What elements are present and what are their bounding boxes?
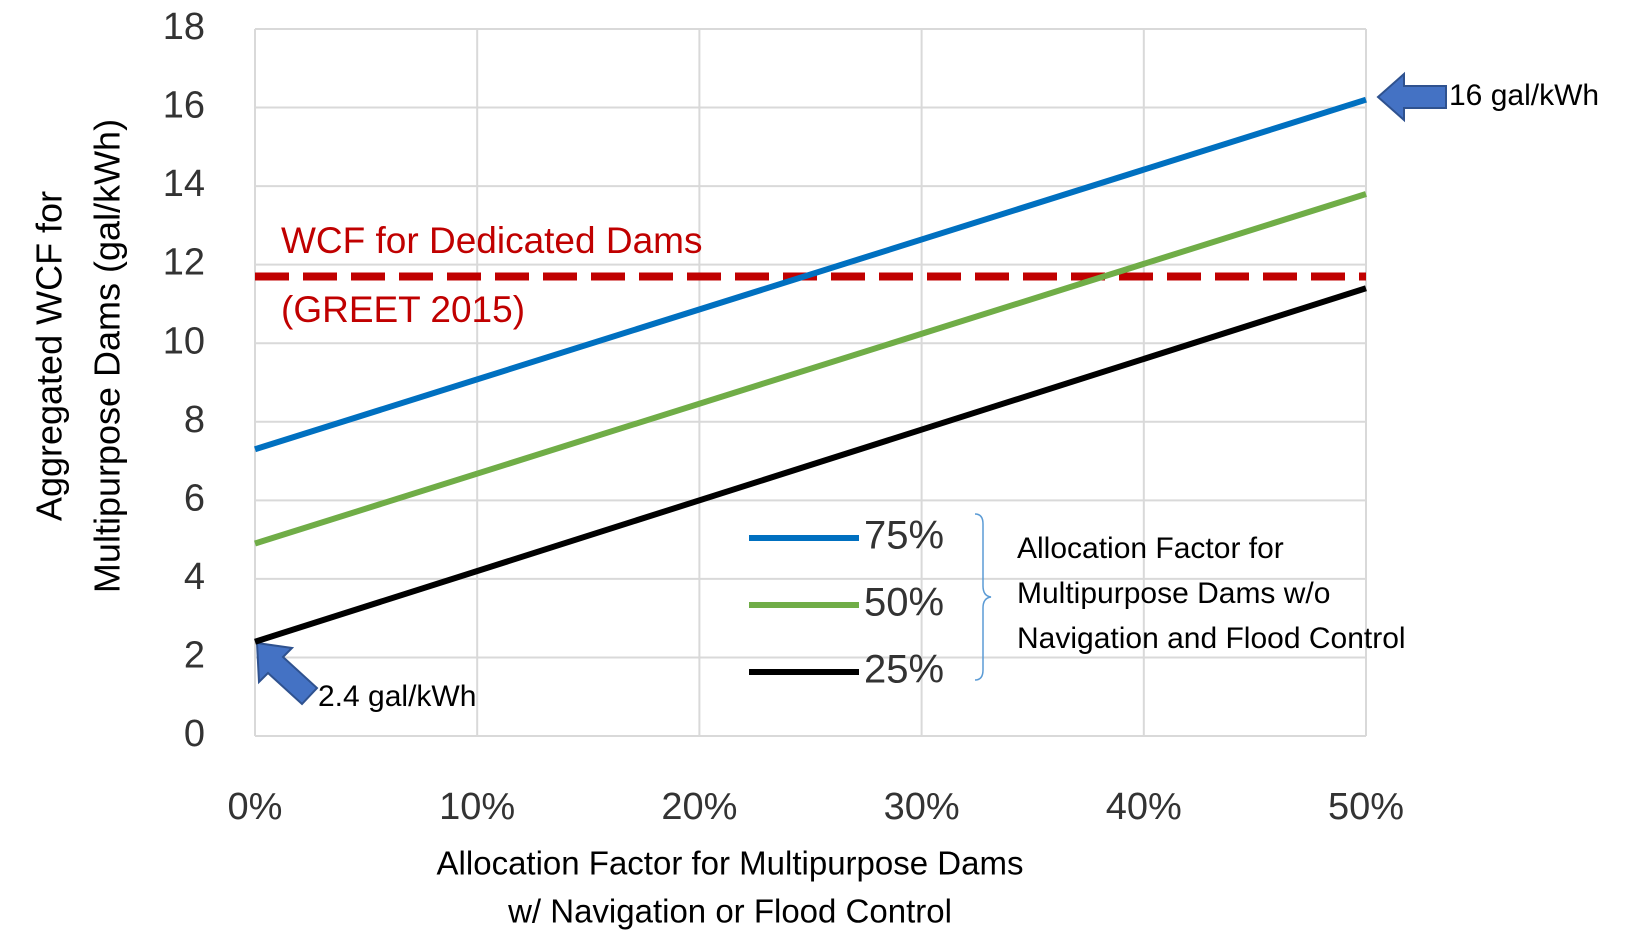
y-tick-label: 14 — [163, 163, 205, 205]
arrow-16 — [1376, 71, 1447, 123]
y-tick-label: 8 — [184, 399, 205, 441]
y-tick-label: 6 — [184, 477, 205, 519]
y-tick-label: 0 — [184, 713, 205, 755]
y-tick-label: 10 — [163, 320, 205, 362]
y-tick-label: 2 — [184, 634, 205, 676]
annotation: 2.4 gal/kWh — [318, 680, 476, 713]
legend-label: 75% — [864, 514, 944, 558]
legend-note: Navigation and Flood Control — [1017, 622, 1406, 655]
y-tick-label: 18 — [163, 6, 205, 48]
y-tick-label: 12 — [163, 242, 205, 284]
y-axis-title: Aggregated WCF for — [29, 191, 70, 521]
x-tick-label: 20% — [661, 786, 737, 828]
x-axis-title: Allocation Factor for Multipurpose Dams — [437, 845, 1024, 882]
x-tick-label: 40% — [1106, 786, 1182, 828]
legend-label: 25% — [864, 648, 944, 692]
x-tick-label: 10% — [439, 786, 515, 828]
annotation: 16 gal/kWh — [1449, 79, 1599, 112]
y-tick-label: 4 — [184, 556, 205, 598]
x-tick-label: 50% — [1328, 786, 1404, 828]
series-line — [254, 191, 1367, 547]
legend-note: Multipurpose Dams w/o — [1017, 577, 1330, 610]
arrow-2-4 — [255, 641, 319, 706]
reference-label: WCF for Dedicated Dams — [281, 220, 703, 261]
series-line — [254, 285, 1367, 645]
legend-label: 50% — [864, 581, 944, 625]
reference-label: (GREET 2015) — [281, 289, 525, 330]
y-tick-label: 16 — [163, 85, 205, 127]
y-axis-title: Multipurpose Dams (gal/kWh) — [87, 119, 128, 593]
series-line — [254, 96, 1367, 453]
x-tick-label: 30% — [884, 786, 960, 828]
x-tick-label: 0% — [228, 786, 283, 828]
x-axis-title: w/ Navigation or Flood Control — [507, 893, 952, 930]
legend-brace — [974, 513, 992, 681]
legend-note: Allocation Factor for — [1017, 532, 1284, 565]
